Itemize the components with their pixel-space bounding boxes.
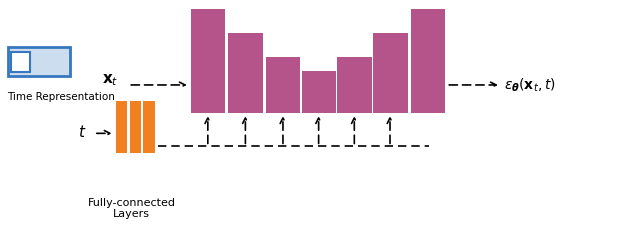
Text: Time Representation: Time Representation [8, 92, 115, 102]
Bar [337, 57, 372, 113]
Text: $\mathbf{x}_t$: $\mathbf{x}_t$ [103, 72, 119, 88]
Bar [302, 71, 336, 113]
Bar [266, 57, 300, 113]
Text: Fully-connected
Layers: Fully-connected Layers [88, 198, 175, 219]
Bar [116, 101, 127, 153]
Text: $\epsilon_{\boldsymbol{\theta}}(\mathbf{x}_t, t)$: $\epsilon_{\boldsymbol{\theta}}(\mathbf{… [504, 76, 556, 94]
Bar [143, 101, 155, 153]
Bar [228, 33, 263, 113]
Bar [191, 9, 225, 113]
Bar [130, 101, 141, 153]
Bar [11, 52, 30, 72]
Bar [8, 47, 70, 76]
Text: $t$: $t$ [78, 124, 86, 140]
Bar [411, 9, 445, 113]
Bar [373, 33, 408, 113]
